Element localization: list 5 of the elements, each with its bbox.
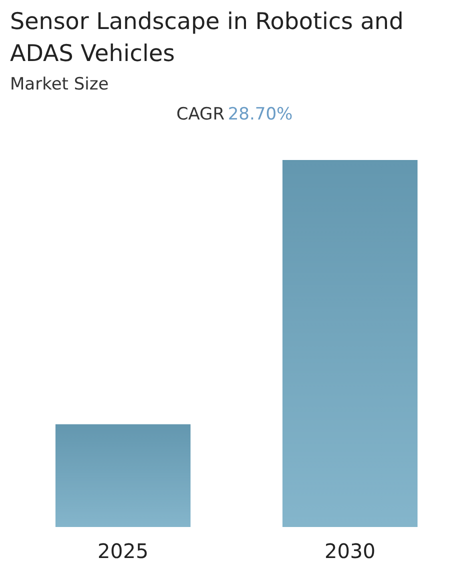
text: CAGR 28.70%	[176, 104, 293, 124]
x-tick-label: 2030	[324, 539, 376, 563]
chart-subtitle: Market Size	[10, 74, 109, 94]
chart-title: Sensor Landscape in Robotics and ADAS Vehicles	[10, 9, 411, 67]
x-tick-label: 2025	[98, 539, 148, 563]
